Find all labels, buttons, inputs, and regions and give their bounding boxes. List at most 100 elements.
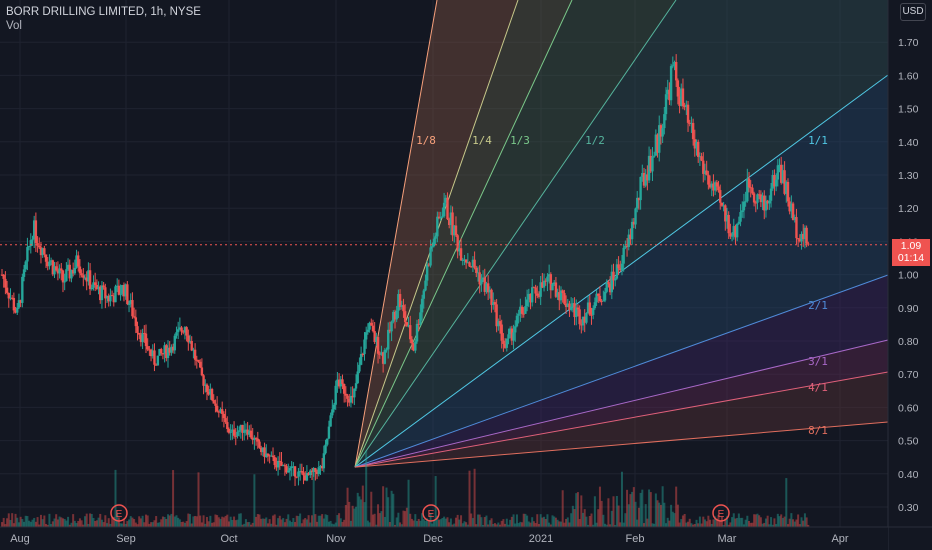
volume-bar	[736, 517, 739, 527]
candlesticks	[0, 54, 810, 486]
candle-body	[747, 178, 751, 188]
volume-bar	[656, 500, 659, 527]
volume-bar	[258, 514, 261, 527]
candle-body	[680, 88, 683, 106]
candle-body	[488, 289, 492, 293]
volume-bar	[788, 518, 791, 527]
candle-body	[735, 223, 739, 238]
candle-body	[400, 305, 403, 307]
candle-body	[331, 409, 334, 416]
bar-countdown: 01:14	[897, 252, 925, 264]
x-tick-label: Oct	[220, 533, 237, 545]
volume-bar	[543, 516, 546, 527]
candle-body	[336, 379, 339, 386]
candle-body	[332, 404, 336, 410]
volume-bar	[512, 514, 515, 527]
volume-bar	[720, 516, 723, 527]
volume-bar	[205, 516, 208, 527]
candle-body	[597, 293, 600, 296]
volume-bar	[697, 523, 700, 527]
volume-bar	[507, 524, 510, 527]
volume-bar	[453, 523, 456, 527]
candle-body	[100, 285, 104, 301]
volume-bar	[353, 508, 356, 527]
volume-bar	[273, 514, 276, 527]
candle-body	[151, 350, 154, 357]
candle-body	[666, 89, 669, 95]
volume-bar	[133, 519, 136, 527]
volume-bar	[183, 522, 186, 527]
volume-bar	[627, 504, 630, 527]
volume-bar	[493, 523, 496, 527]
x-tick-label: Aug	[10, 533, 30, 545]
candle-body	[697, 141, 700, 157]
volume-bar	[178, 519, 181, 527]
volume-bar	[285, 518, 288, 527]
currency-button[interactable]: USD	[900, 3, 926, 21]
volume-bar	[539, 514, 542, 527]
volume-bar	[187, 513, 190, 527]
volume-bar	[234, 520, 237, 527]
candle-body	[447, 219, 451, 226]
gann-fan-line	[354, 421, 889, 468]
candle-body	[500, 324, 503, 341]
candle-body	[132, 316, 136, 318]
volume-bar	[678, 522, 681, 527]
candle-body	[790, 203, 793, 212]
candle-body	[48, 261, 51, 267]
volume-bar	[246, 522, 249, 527]
candle-body	[297, 471, 300, 477]
candle-body	[534, 287, 537, 294]
candle-body	[805, 227, 808, 244]
candle-body	[75, 255, 78, 268]
volume-indicator-label[interactable]: Vol	[6, 20, 22, 32]
volume-bar	[737, 513, 740, 527]
volume-bar	[173, 516, 176, 527]
candle-body	[180, 327, 183, 332]
volume-bar	[139, 518, 142, 527]
volume-bar	[341, 521, 344, 527]
volume-bar	[314, 514, 317, 527]
volume-bar	[593, 496, 596, 527]
candle-body	[807, 243, 810, 245]
volume-bar	[578, 519, 581, 527]
candle-body	[724, 205, 727, 222]
volume-bar	[404, 511, 407, 527]
volume-bar	[768, 524, 771, 527]
volume-bar	[290, 521, 293, 527]
volume-bar	[595, 522, 598, 527]
volume-bar	[802, 520, 805, 527]
volume-bar	[299, 513, 302, 527]
volume-bar	[631, 491, 634, 527]
candle-body	[761, 195, 764, 203]
candle-body	[571, 303, 575, 307]
candle-body	[558, 292, 561, 301]
volume-bar	[529, 522, 532, 527]
volume-bar	[548, 522, 551, 527]
volume-bar	[536, 514, 539, 527]
volume-bar	[617, 505, 620, 527]
candle-body	[803, 227, 807, 240]
volume-bar	[261, 518, 264, 527]
volume-bar	[653, 523, 656, 527]
volume-bar	[527, 521, 530, 527]
volume-bar	[224, 515, 227, 527]
volume-bar	[482, 524, 485, 527]
candle-body	[117, 285, 121, 295]
volume-bar	[300, 523, 303, 527]
volume-bar	[600, 500, 603, 527]
candle-body	[270, 455, 273, 457]
volume-bar	[270, 523, 273, 527]
volume-bar	[212, 522, 215, 527]
volume-bar	[26, 516, 29, 527]
candle-body	[744, 201, 747, 203]
volume-bar	[537, 524, 540, 527]
candle-body	[554, 282, 558, 297]
candle-body	[273, 457, 276, 466]
candle-body	[591, 308, 595, 315]
candle-body	[170, 346, 173, 353]
volume-bar	[427, 519, 430, 527]
volume-bar	[798, 524, 801, 527]
